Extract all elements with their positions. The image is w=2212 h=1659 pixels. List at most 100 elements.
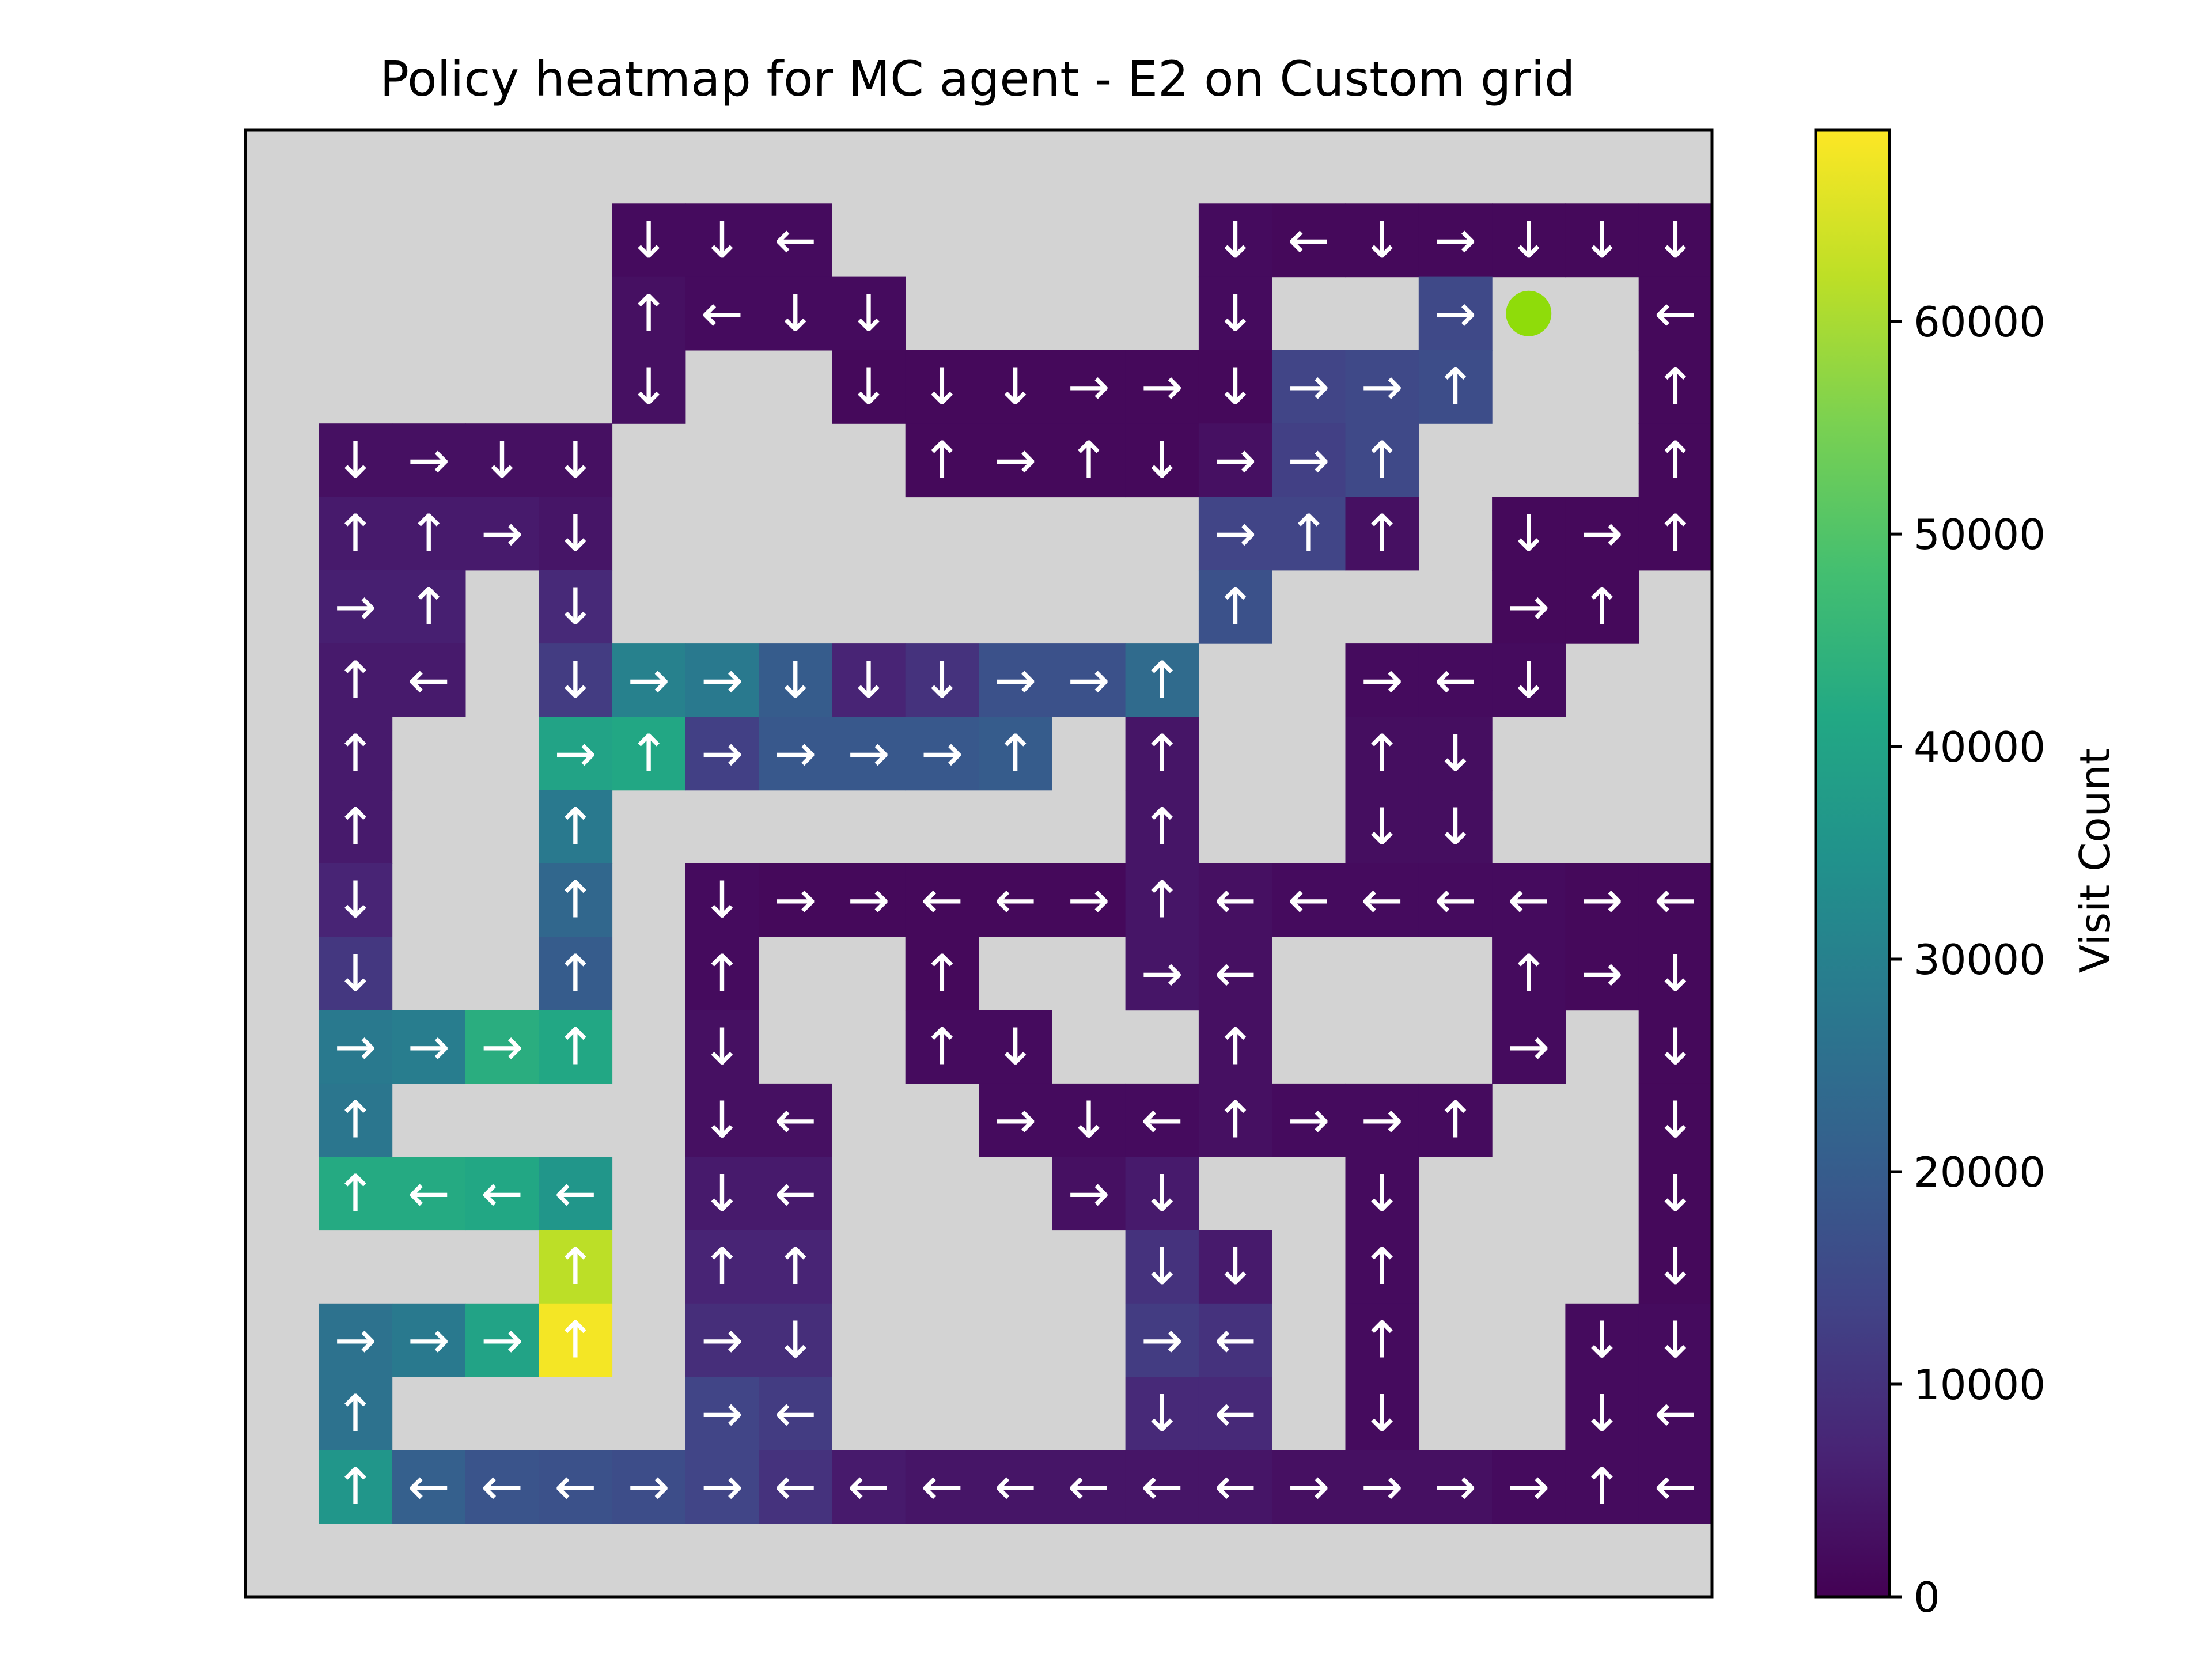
policy-arrow: ↓ (1141, 430, 1183, 490)
heatmap-cell (1125, 937, 1199, 1011)
colorbar-tick-label: 30000 (1914, 935, 2046, 984)
policy-arrow: ↓ (1361, 210, 1403, 270)
heatmap-cell (759, 1230, 832, 1304)
heatmap-cell (685, 1010, 759, 1084)
heatmap-cell (1125, 643, 1199, 717)
policy-arrow: ↓ (921, 650, 963, 710)
plot-frame (244, 128, 1714, 1599)
heatmap-cell (539, 570, 613, 644)
heatmap-cell (392, 570, 466, 644)
heatmap-cell (1638, 937, 1713, 1011)
policy-arrow: → (407, 430, 450, 490)
heatmap-cell (1492, 937, 1566, 1011)
heatmap-cell (1272, 497, 1346, 571)
heatmap-cell (685, 1083, 759, 1157)
heatmap-cell (392, 1450, 466, 1524)
policy-arrow: → (407, 1017, 450, 1076)
heatmap-cell (832, 863, 906, 937)
policy-arrow: ↓ (1214, 283, 1257, 343)
heatmap-cell (539, 1230, 613, 1304)
heatmap-cell (465, 1157, 539, 1231)
heatmap-cell (905, 863, 979, 937)
heatmap-cell (1345, 717, 1419, 791)
policy-arrow: ← (774, 1384, 817, 1443)
policy-arrow: → (1581, 503, 1623, 563)
policy-arrow: ↓ (701, 1017, 744, 1076)
policy-arrow: → (1287, 1090, 1330, 1150)
colorbar-tick-label: 60000 (1914, 298, 2046, 346)
heatmap-cell (1272, 350, 1346, 424)
heatmap-cell (759, 1157, 832, 1231)
heatmap-cell (1052, 350, 1126, 424)
policy-arrow: ← (407, 650, 450, 710)
heatmap-cell (832, 643, 906, 717)
heatmap-cell (1345, 1083, 1419, 1157)
heatmap-cell (539, 423, 613, 498)
heatmap-cell (539, 863, 613, 937)
policy-arrow: ↓ (847, 650, 890, 710)
policy-arrow: → (1508, 1017, 1550, 1076)
policy-arrow: ↑ (554, 1017, 597, 1076)
policy-arrow: ↑ (627, 724, 670, 783)
policy-arrow: ← (1287, 210, 1330, 270)
heatmap-cell (319, 717, 393, 791)
policy-arrow: → (334, 1310, 377, 1369)
heatmap-cell (392, 1010, 466, 1084)
policy-arrow: ↑ (1141, 650, 1183, 710)
heatmap-cell (1345, 1377, 1419, 1450)
heatmap-cell (1198, 1230, 1272, 1304)
policy-arrow: → (1141, 357, 1183, 416)
heatmap-cell (1418, 643, 1493, 717)
heatmap-cell (392, 497, 466, 571)
policy-arrow: ← (1434, 870, 1477, 930)
heatmap-cell (1492, 863, 1566, 937)
heatmap-cell (1345, 1303, 1419, 1377)
policy-arrow: → (627, 650, 670, 710)
policy-arrow: → (994, 1090, 1037, 1150)
heatmap-cell (1492, 1450, 1566, 1524)
heatmap-cell (1198, 1377, 1272, 1450)
heatmap-cell (1272, 203, 1346, 278)
heatmap-cell (612, 717, 686, 791)
colorbar-gradient (1816, 130, 1889, 1597)
heatmap-cell (1565, 1377, 1639, 1450)
heatmap-cell (759, 717, 832, 791)
policy-arrow: ↓ (1434, 724, 1477, 783)
policy-arrow: ↑ (1067, 430, 1110, 490)
heatmap-cell (685, 276, 759, 351)
heatmap-cell (1565, 497, 1639, 571)
policy-arrow: → (701, 1310, 744, 1369)
policy-arrow: → (1508, 1457, 1550, 1516)
heatmap-cell (1345, 1230, 1419, 1304)
policy-arrow: ↓ (1141, 1237, 1183, 1296)
policy-arrow: ↑ (701, 944, 744, 1003)
policy-arrow: ← (701, 283, 744, 343)
heatmap-cell (979, 350, 1052, 424)
policy-arrow: → (407, 1310, 450, 1369)
heatmap-cell (539, 1450, 613, 1524)
policy-arrow: ↓ (1654, 944, 1696, 1003)
policy-arrow: ↓ (554, 503, 597, 563)
heatmap-cell (759, 276, 832, 351)
policy-arrow: ↓ (554, 577, 597, 636)
policy-arrow: ↓ (1214, 357, 1257, 416)
heatmap-cell (905, 643, 979, 717)
heatmap-cell (832, 350, 906, 424)
heatmap-cell (1345, 643, 1419, 717)
policy-arrow: ↓ (994, 357, 1037, 416)
heatmap-cell (979, 643, 1052, 717)
policy-arrow: ↓ (334, 870, 377, 930)
policy-arrow: ← (921, 870, 963, 930)
policy-arrow: ↓ (1361, 1164, 1403, 1223)
policy-arrow: → (1434, 283, 1477, 343)
policy-arrow: ↑ (554, 797, 597, 856)
policy-arrow: ↓ (1654, 1017, 1696, 1076)
policy-arrow: → (1361, 1457, 1403, 1516)
heatmap-cell (832, 1450, 906, 1524)
colorbar-tick-label: 0 (1914, 1573, 1940, 1622)
heatmap-cell (1638, 497, 1713, 571)
policy-arrow: → (994, 430, 1037, 490)
heatmap-cell (539, 790, 613, 864)
heatmap-cell (539, 497, 613, 571)
policy-arrow: → (1287, 1457, 1330, 1516)
